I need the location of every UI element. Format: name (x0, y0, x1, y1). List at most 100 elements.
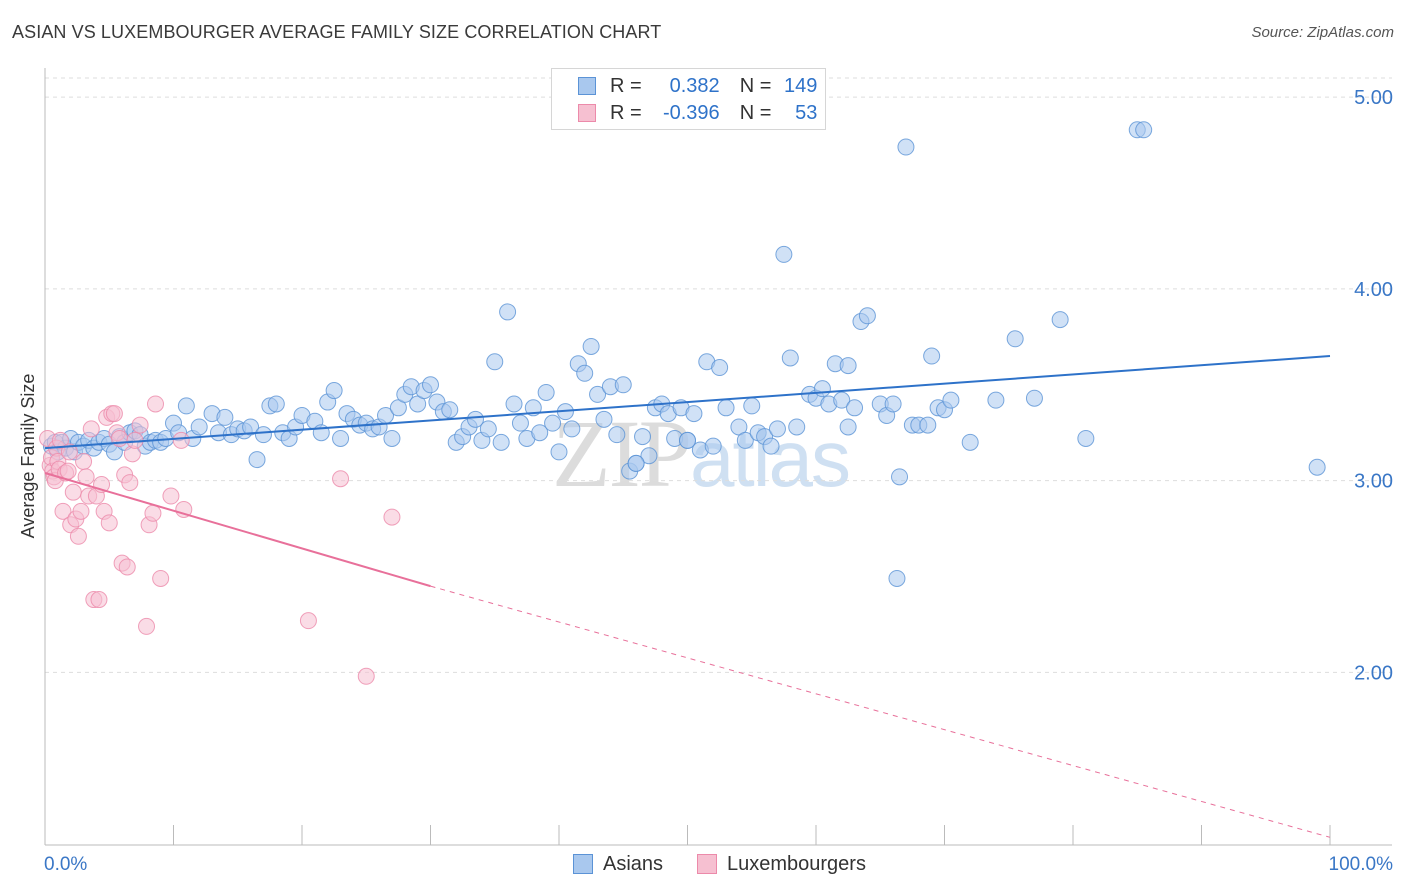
luxembourger-point (299, 612, 317, 630)
asian-point (1051, 311, 1069, 329)
asian-point (582, 337, 600, 355)
asian-point (550, 443, 568, 461)
stats-legend: R = 0.382 N = 149 R = -0.396 N = 53 (551, 68, 826, 130)
asian-point (833, 391, 851, 409)
n-label: N = (739, 101, 772, 124)
luxembourger-point (105, 405, 123, 423)
asian-point (640, 447, 658, 465)
asian-point (190, 418, 208, 436)
y-tick-label: 2.00 (1354, 662, 1393, 684)
luxembourger-point (138, 617, 156, 635)
asian-point (711, 359, 729, 377)
luxembourger-point (72, 502, 90, 520)
asian-point (679, 431, 696, 449)
n-value: 149 (784, 74, 818, 97)
asian-point (781, 349, 799, 367)
y-axis-label: Average Family Size (18, 374, 38, 539)
asian-point (524, 399, 542, 417)
r-label: R = (610, 74, 642, 97)
luxembourger-point (59, 462, 77, 480)
luxembourger-trend-extension (430, 585, 1331, 838)
luxembourger-point (100, 514, 118, 532)
asian-point (923, 347, 941, 365)
luxembourger-point (82, 420, 100, 438)
asian-point (267, 395, 285, 413)
asian-point (846, 399, 864, 417)
asian-point (743, 397, 761, 415)
asian-point (242, 418, 260, 436)
luxembourger-point (75, 453, 93, 470)
asian-point (499, 303, 517, 321)
luxembourger-point (64, 483, 82, 501)
asian-trend-line (44, 355, 1331, 450)
asian-point (608, 426, 626, 444)
luxembourger-point (60, 443, 78, 461)
asian-point (1308, 458, 1326, 476)
source-label: Source: ZipAtlas.com (1251, 24, 1394, 41)
n-label: N = (739, 74, 772, 97)
asian-point (891, 468, 909, 486)
asian-point (531, 424, 549, 442)
asian-point (511, 414, 529, 432)
r-value: 0.382 (669, 74, 720, 97)
asian-point (942, 391, 960, 409)
luxembourger-point (69, 527, 87, 545)
luxembourger-point (162, 487, 180, 505)
asian-point (775, 245, 793, 263)
asian-point (332, 429, 350, 447)
asians-legend-swatch (573, 854, 593, 874)
asian-point (685, 405, 703, 423)
luxembourger-point (332, 470, 350, 488)
asians-legend-label: Asians (603, 852, 664, 875)
r-label: R = (610, 101, 642, 124)
luxembourger-point (147, 395, 165, 413)
luxembourger-point (357, 667, 375, 685)
luxembourger-point (144, 504, 162, 522)
luxembourgers-legend-swatch (697, 854, 717, 874)
legend-item-asians[interactable]: Asians (573, 852, 663, 876)
x-tick-label-end: 100.0% (1329, 854, 1394, 875)
asian-point (1135, 121, 1153, 139)
asian-point (704, 437, 722, 455)
asian-point (383, 429, 401, 447)
asian-point (537, 383, 555, 401)
legend-item-luxembourgers[interactable]: Luxembourgers (697, 852, 866, 876)
luxembourger-point (121, 474, 139, 492)
asian-point (505, 395, 523, 413)
luxembourger-trend-line (44, 472, 431, 588)
asian-point (466, 410, 484, 428)
luxembourger-point (172, 431, 190, 449)
asian-point (768, 420, 786, 438)
asian-point (563, 420, 581, 438)
asian-point (736, 431, 754, 449)
stats-legend-row-luxembourgers: R = -0.396 N = 53 (578, 100, 817, 126)
asian-point (486, 353, 504, 371)
asian-point (589, 385, 607, 403)
asian-point (919, 416, 937, 434)
asian-point (813, 380, 831, 398)
y-tick-label: 5.00 (1354, 87, 1393, 109)
asian-point (576, 364, 594, 382)
asian-point (788, 418, 806, 436)
y-tick-label: 3.00 (1354, 471, 1393, 493)
x-tick-label-start: 0.0% (44, 854, 87, 875)
asian-point (1077, 429, 1095, 447)
asian-point (839, 357, 857, 375)
luxembourgers-swatch (578, 104, 596, 122)
asian-point (177, 397, 195, 415)
asian-point (897, 138, 915, 156)
asian-point (717, 399, 735, 417)
asian-point (961, 433, 979, 451)
asian-point (987, 391, 1005, 409)
luxembourger-point (131, 416, 149, 434)
asians-swatch (578, 77, 596, 95)
asian-point (1025, 389, 1043, 407)
asian-point (422, 376, 439, 394)
luxembourger-point (118, 558, 136, 576)
asian-point (839, 418, 857, 436)
r-value: -0.396 (662, 101, 720, 124)
asian-point (479, 420, 497, 438)
asian-point (595, 410, 613, 428)
luxembourger-point (54, 502, 72, 520)
asian-point (634, 428, 652, 446)
